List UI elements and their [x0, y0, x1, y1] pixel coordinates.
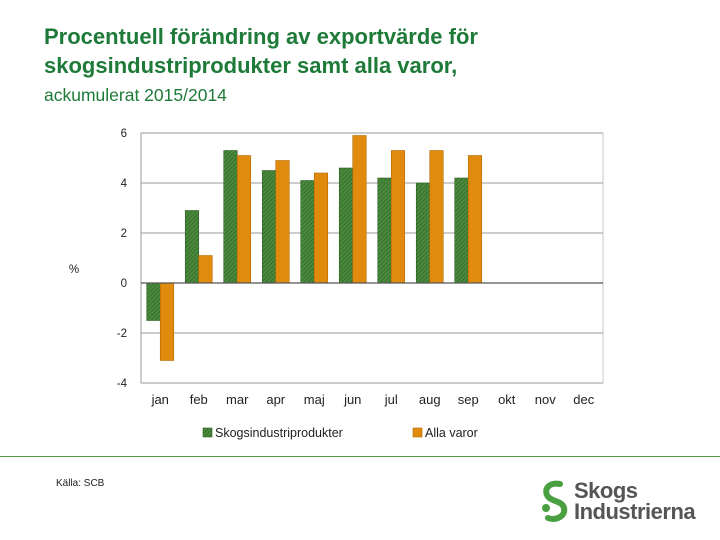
- bar-chart: -4 -2 0 2 4 6% jan feb mar apr maj jun jul aug sep okt n…: [69, 128, 604, 440]
- logo-line-1: Skogs: [574, 478, 638, 503]
- bar-skogsindustriprodukter-aug: [415, 182, 431, 284]
- bar-alla-varor-sep: [467, 155, 483, 284]
- bar-skogsindustriprodukter-sep: [454, 177, 469, 284]
- x-tick-label: feb: [190, 392, 208, 407]
- bar-alla-varor-jun: [352, 135, 367, 284]
- bar-alla-varor-maj: [313, 172, 329, 284]
- y-tick-label: -2: [117, 328, 127, 340]
- x-tick-label: apr: [266, 392, 285, 407]
- bar-skogsindustriprodukter-maj: [300, 180, 315, 284]
- y-tick-label: 0: [121, 278, 127, 290]
- x-tick-label: aug: [419, 392, 441, 407]
- legend-swatch: [202, 427, 213, 438]
- bar-alla-varor-aug: [429, 150, 444, 284]
- bar-alla-varor-jul: [390, 150, 406, 284]
- bar-alla-varor-feb: [198, 255, 213, 284]
- x-tick-label: jan: [151, 392, 169, 407]
- bar-skogsindustriprodukter-jun: [338, 167, 354, 284]
- x-tick-label: jul: [384, 392, 398, 407]
- y-tick-label: 6: [121, 128, 127, 140]
- x-tick-label: nov: [535, 392, 556, 407]
- y-tick-label: 2: [121, 228, 127, 240]
- source-note: Källa: SCB: [56, 478, 105, 489]
- x-tick-label: mar: [226, 392, 249, 407]
- bar-skogsindustriprodukter-apr: [261, 170, 277, 284]
- x-tick-label: jun: [343, 392, 361, 407]
- legend-label: Skogsindustriprodukter: [215, 426, 343, 440]
- bar-alla-varor-mar: [236, 155, 252, 284]
- bar-skogsindustriprodukter-mar: [223, 150, 238, 284]
- x-tick-label: maj: [304, 392, 325, 407]
- y-tick-label: 4: [121, 178, 128, 190]
- bar-skogsindustriprodukter-jan: [146, 282, 161, 321]
- footer-divider: [0, 456, 720, 457]
- x-tick-label: sep: [458, 392, 479, 407]
- y-axis-label: %: [69, 264, 79, 276]
- chart-subtitle: ackumulerat 2015/2014: [44, 85, 227, 105]
- bar-skogsindustriprodukter-jul: [377, 177, 392, 284]
- skogsindustrierna-logo-icon: [542, 480, 568, 522]
- legend-label: Alla varor: [425, 426, 478, 440]
- x-tick-label: okt: [498, 392, 516, 407]
- bar-alla-varor-jan: [159, 282, 175, 361]
- logo-text: Skogs Industrierna: [574, 478, 696, 524]
- y-tick-label: -4: [117, 378, 128, 390]
- legend-swatch: [412, 427, 423, 438]
- logo-line-2: Industrierna: [574, 499, 696, 524]
- chart-title: Procentuell förändring av exportvärde fö…: [44, 24, 478, 78]
- bar-skogsindustriprodukter-feb: [184, 210, 200, 284]
- bar-alla-varor-apr: [275, 160, 290, 284]
- x-tick-label: dec: [573, 392, 594, 407]
